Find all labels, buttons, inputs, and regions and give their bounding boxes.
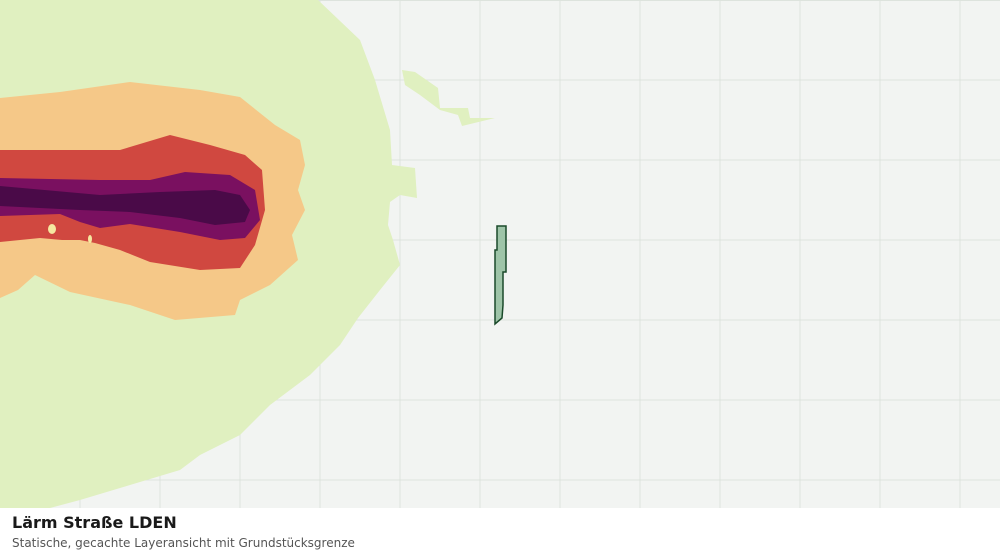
- caption-subtitle: Statische, gecachte Layeransicht mit Gru…: [12, 536, 355, 550]
- map: [0, 0, 1000, 508]
- zone-spot: [48, 224, 56, 234]
- zone-dark: [0, 186, 250, 225]
- noise-zones: [0, 0, 495, 508]
- caption-title: Lärm Straße LDEN: [12, 513, 177, 532]
- parcel-boundary: [494, 225, 507, 326]
- zone-spot: [88, 235, 92, 243]
- zone-outer-island: [402, 70, 495, 126]
